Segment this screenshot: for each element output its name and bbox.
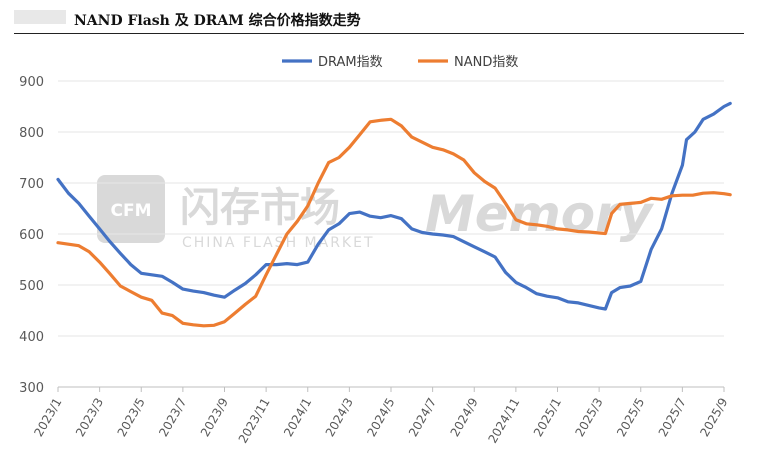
- x-tick-label: 2025/3: [572, 396, 605, 440]
- x-tick-label: 2023/9: [198, 396, 231, 440]
- title-mark: [14, 10, 66, 24]
- x-tick-label: 2024/11: [485, 396, 522, 446]
- x-tick-label: 2024/5: [364, 396, 397, 440]
- series-lines: [56, 101, 732, 328]
- y-tick-label: 500: [19, 279, 44, 294]
- x-tick-label: 2023/3: [73, 396, 106, 440]
- title-bar: NAND Flash 及 DRAM 综合价格指数走势: [0, 0, 759, 36]
- x-tick-label: 2025/7: [656, 396, 689, 440]
- x-tick-label: 2023/11: [236, 396, 273, 446]
- x-tick-label: 2025/9: [697, 396, 730, 440]
- watermark: CFM 闪存市场 CHINA FLASH MARKET Memory: [97, 175, 655, 251]
- dram-series-line: [56, 101, 732, 311]
- legend: DRAM指数 NAND指数: [282, 55, 518, 70]
- x-tick-label: 2024/7: [406, 396, 439, 440]
- x-tick-label: 2024/3: [323, 396, 356, 440]
- nand-series-line: [56, 117, 732, 328]
- watermark-logo-text: CFM: [110, 201, 151, 221]
- y-tick-labels: 300 400 500 600 700 800 900: [19, 75, 44, 396]
- x-tick-label: 2025/1: [531, 396, 564, 440]
- chart-title: NAND Flash 及 DRAM 综合价格指数走势: [74, 13, 361, 29]
- x-tick-label: 2023/5: [115, 396, 148, 440]
- watermark-sub: CHINA FLASH MARKET: [182, 235, 375, 251]
- x-tick-label: 2025/5: [614, 396, 647, 440]
- watermark-brand: Memory: [425, 185, 655, 243]
- grid-lines: [58, 80, 724, 388]
- watermark-name: 闪存市场: [180, 185, 340, 231]
- legend-label: NAND指数: [454, 55, 518, 70]
- x-tick-labels: 2023/1 2023/3 2023/5 2023/7 2023/9 2023/11 202…: [31, 387, 731, 446]
- y-tick-label: 600: [19, 228, 44, 243]
- watermark-logo-box: [97, 175, 165, 243]
- price-index-chart: CFM 闪存市场 CHINA FLASH MARKET Memory 300 40…: [19, 55, 732, 446]
- x-tick-label: 2023/1: [31, 396, 64, 440]
- x-tick-label: 2024/1: [281, 396, 314, 440]
- y-tick-label: 800: [19, 126, 44, 141]
- y-tick-label: 400: [19, 330, 44, 345]
- y-tick-label: 900: [19, 75, 44, 90]
- y-tick-label: 700: [19, 177, 44, 192]
- legend-label: DRAM指数: [318, 55, 383, 70]
- title-rule: [14, 33, 744, 34]
- x-tick-label: 2024/9: [448, 396, 481, 440]
- x-tick-label: 2023/7: [156, 396, 189, 440]
- y-tick-label: 300: [19, 381, 44, 396]
